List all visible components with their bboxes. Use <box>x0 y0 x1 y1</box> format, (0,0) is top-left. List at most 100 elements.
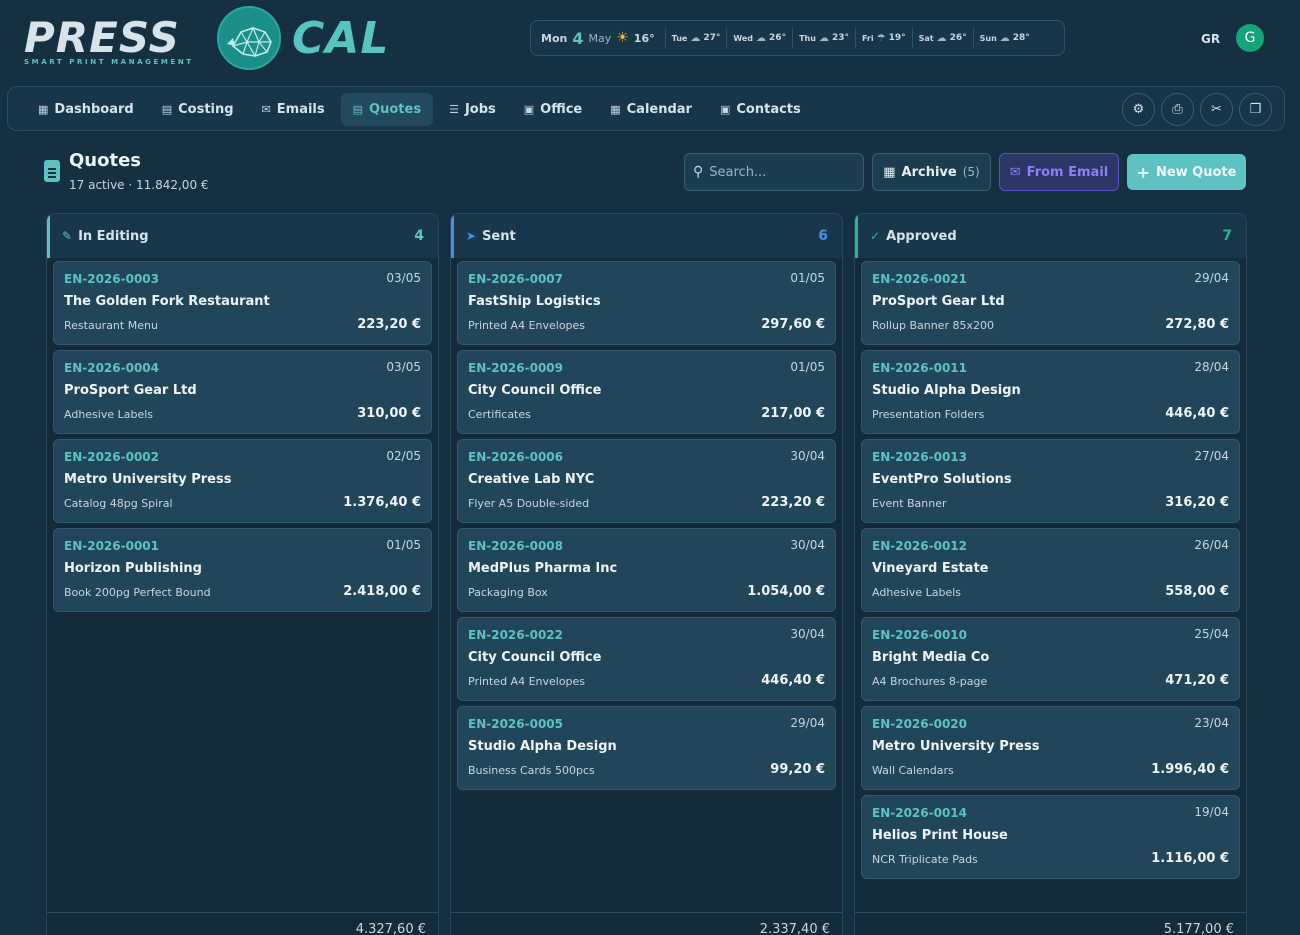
grid-icon: ▦ <box>38 103 49 116</box>
avatar[interactable]: G <box>1236 24 1264 52</box>
quote-card[interactable]: EN-2026-0012 26/04 Vineyard Estate Adhesive… <box>861 528 1240 612</box>
column-total: 2.337,40 € <box>759 922 830 935</box>
archive-button[interactable]: ▦ Archive (5) <box>872 153 991 191</box>
quote-code[interactable]: EN-2026-0006 <box>468 450 563 464</box>
quote-card[interactable]: EN-2026-0001 01/05 Horizon Publishing Book … <box>53 528 432 612</box>
quote-code[interactable]: EN-2026-0011 <box>872 361 967 375</box>
column-total: 4.327,60 € <box>355 922 426 935</box>
quote-card[interactable]: EN-2026-0011 28/04 Studio Alpha Design Pres… <box>861 350 1240 434</box>
press-logo-tagline: SMART PRINT MANAGEMENT <box>24 58 194 66</box>
search-box[interactable]: ⚲ <box>684 153 864 191</box>
pencil-icon: ✎ <box>62 229 73 243</box>
quote-code[interactable]: EN-2026-0009 <box>468 361 563 375</box>
quote-card[interactable]: EN-2026-0013 27/04 EventPro Solutions Event… <box>861 439 1240 523</box>
quote-code[interactable]: EN-2026-0004 <box>64 361 159 375</box>
quote-card[interactable]: EN-2026-0009 01/05 City Council Office Cert… <box>457 350 836 434</box>
quote-client: Metro University Press <box>64 472 232 487</box>
press-logo-word: PRESS <box>24 13 180 62</box>
quote-product: Adhesive Labels <box>872 586 962 599</box>
sun-icon: ☀ <box>616 30 629 46</box>
quote-date: 03/05 <box>386 271 421 285</box>
quote-product: Book 200pg Perfect Bound <box>64 586 211 599</box>
calculator-icon: ▤ <box>161 103 173 116</box>
quote-code[interactable]: EN-2026-0002 <box>64 450 159 464</box>
column-header[interactable]: ➤ Sent 6 <box>451 214 842 258</box>
new-quote-button[interactable]: + New Quote <box>1127 154 1246 190</box>
quote-card[interactable]: EN-2026-0021 29/04 ProSport Gear Ltd Rollup… <box>861 261 1240 345</box>
quote-card[interactable]: EN-2026-0022 30/04 City Council Office Prin… <box>457 617 836 701</box>
quote-code[interactable]: EN-2026-0005 <box>468 717 563 731</box>
box-button[interactable]: ❒ <box>1239 93 1272 126</box>
quote-card[interactable]: EN-2026-0010 25/04 Bright Media Co A4 Broch… <box>861 617 1240 701</box>
nav-item-label: Dashboard <box>54 102 134 117</box>
quote-code[interactable]: EN-2026-0003 <box>64 272 159 286</box>
press-logo[interactable]: PRESS SMART PRINT MANAGEMENT <box>24 17 204 67</box>
quote-amount: 310,00 € <box>357 406 421 421</box>
from-email-button[interactable]: ✉ From Email <box>999 153 1119 191</box>
language-switch[interactable]: GR <box>1201 32 1221 46</box>
nav-item-jobs[interactable]: ☰ Jobs <box>437 93 508 126</box>
forecast-day-name: Sun <box>979 33 997 43</box>
quote-client: Helios Print House <box>872 828 1008 843</box>
quote-product: Presentation Folders <box>872 408 985 421</box>
nav-item-office[interactable]: ▣ Office <box>512 93 594 126</box>
quote-card[interactable]: EN-2026-0014 19/04 Helios Print House NCR T… <box>861 795 1240 879</box>
quote-client: City Council Office <box>468 383 602 398</box>
column-header[interactable]: ✎ In Editing 4 <box>47 214 438 258</box>
quote-card[interactable]: EN-2026-0008 30/04 MedPlus Pharma Inc Packa… <box>457 528 836 612</box>
quote-date: 01/05 <box>386 538 421 552</box>
document-icon <box>44 160 60 182</box>
nav-item-calendar[interactable]: ▦ Calendar <box>598 93 704 126</box>
card-list: EN-2026-0003 03/05 The Golden Fork Restaur… <box>53 261 432 617</box>
quote-code[interactable]: EN-2026-0020 <box>872 717 967 731</box>
quote-card[interactable]: EN-2026-0007 01/05 FastShip Logistics Print… <box>457 261 836 345</box>
quote-client: ProSport Gear Ltd <box>64 383 197 398</box>
quote-code[interactable]: EN-2026-0008 <box>468 539 563 553</box>
quote-card[interactable]: EN-2026-0005 29/04 Studio Alpha Design Busi… <box>457 706 836 790</box>
column-footer: 5.177,00 € <box>855 912 1246 935</box>
quote-card[interactable]: EN-2026-0020 23/04 Metro University Press W… <box>861 706 1240 790</box>
nav-item-quotes[interactable]: ▤ Quotes <box>340 93 434 126</box>
main-nav: ▦ Dashboard ▤ Costing ✉ Emails ▤ Quotes ☰ Jobs ▣ Of… <box>7 86 1285 131</box>
envelope-icon: ✉ <box>261 103 271 116</box>
forecast-day-temp: 26° <box>769 33 787 43</box>
quote-code[interactable]: EN-2026-0012 <box>872 539 967 553</box>
quote-amount: 446,40 € <box>761 673 825 688</box>
column-total: 5.177,00 € <box>1163 922 1234 935</box>
quote-code[interactable]: EN-2026-0013 <box>872 450 967 464</box>
printer-button[interactable]: ⎙ <box>1161 93 1194 126</box>
quote-client: Creative Lab NYC <box>468 472 595 487</box>
weather-widget[interactable]: Mon 4 May ☀ 16° Tue ☁ 27° Wed ☁ 26° Thu ☁ 23° Fri… <box>530 20 1065 56</box>
nav-item-emails[interactable]: ✉ Emails <box>250 93 337 126</box>
column-header[interactable]: ✓ Approved 7 <box>855 214 1246 258</box>
forecast-day-name: Wed <box>733 33 754 43</box>
quote-code[interactable]: EN-2026-0021 <box>872 272 967 286</box>
forecast-day-name: Fri <box>861 33 874 43</box>
column-title: In Editing <box>78 228 149 244</box>
quote-code[interactable]: EN-2026-0022 <box>468 628 563 642</box>
quote-card[interactable]: EN-2026-0004 03/05 ProSport Gear Ltd Adhesi… <box>53 350 432 434</box>
quote-code[interactable]: EN-2026-0001 <box>64 539 159 553</box>
quote-code[interactable]: EN-2026-0007 <box>468 272 563 286</box>
quote-code[interactable]: EN-2026-0014 <box>872 806 967 820</box>
quote-card[interactable]: EN-2026-0002 02/05 Metro University Press C… <box>53 439 432 523</box>
app-header: PRESS SMART PRINT MANAGEMENT CAL Mon 4 M… <box>0 0 1300 80</box>
nav-item-label: Jobs <box>464 102 496 117</box>
cloudy-icon: ☁ <box>690 32 701 44</box>
scissors-button[interactable]: ✂ <box>1200 93 1233 126</box>
nav-item-contacts[interactable]: ▣ Contacts <box>708 93 813 126</box>
quote-card[interactable]: EN-2026-0006 30/04 Creative Lab NYC Flyer A… <box>457 439 836 523</box>
factory-button[interactable]: ⚙ <box>1122 93 1155 126</box>
quote-code[interactable]: EN-2026-0010 <box>872 628 967 642</box>
quote-product: Wall Calendars <box>872 764 954 777</box>
nav-item-dashboard[interactable]: ▦ Dashboard <box>26 93 146 126</box>
cloudy-icon: ☁ <box>756 32 767 44</box>
cloudy-icon: ☁ <box>999 32 1010 44</box>
search-input[interactable] <box>709 164 850 180</box>
quote-amount: 272,80 € <box>1165 317 1229 332</box>
quote-card[interactable]: EN-2026-0003 03/05 The Golden Fork Restaur… <box>53 261 432 345</box>
weather-today: Mon 4 May ☀ 16° <box>541 29 655 48</box>
nav-item-costing[interactable]: ▤ Costing <box>150 93 246 126</box>
quote-date: 29/04 <box>1194 271 1229 285</box>
new-quote-label: New Quote <box>1155 164 1237 180</box>
